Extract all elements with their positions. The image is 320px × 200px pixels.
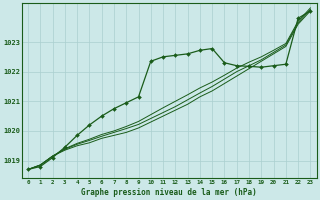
X-axis label: Graphe pression niveau de la mer (hPa): Graphe pression niveau de la mer (hPa) (81, 188, 257, 197)
